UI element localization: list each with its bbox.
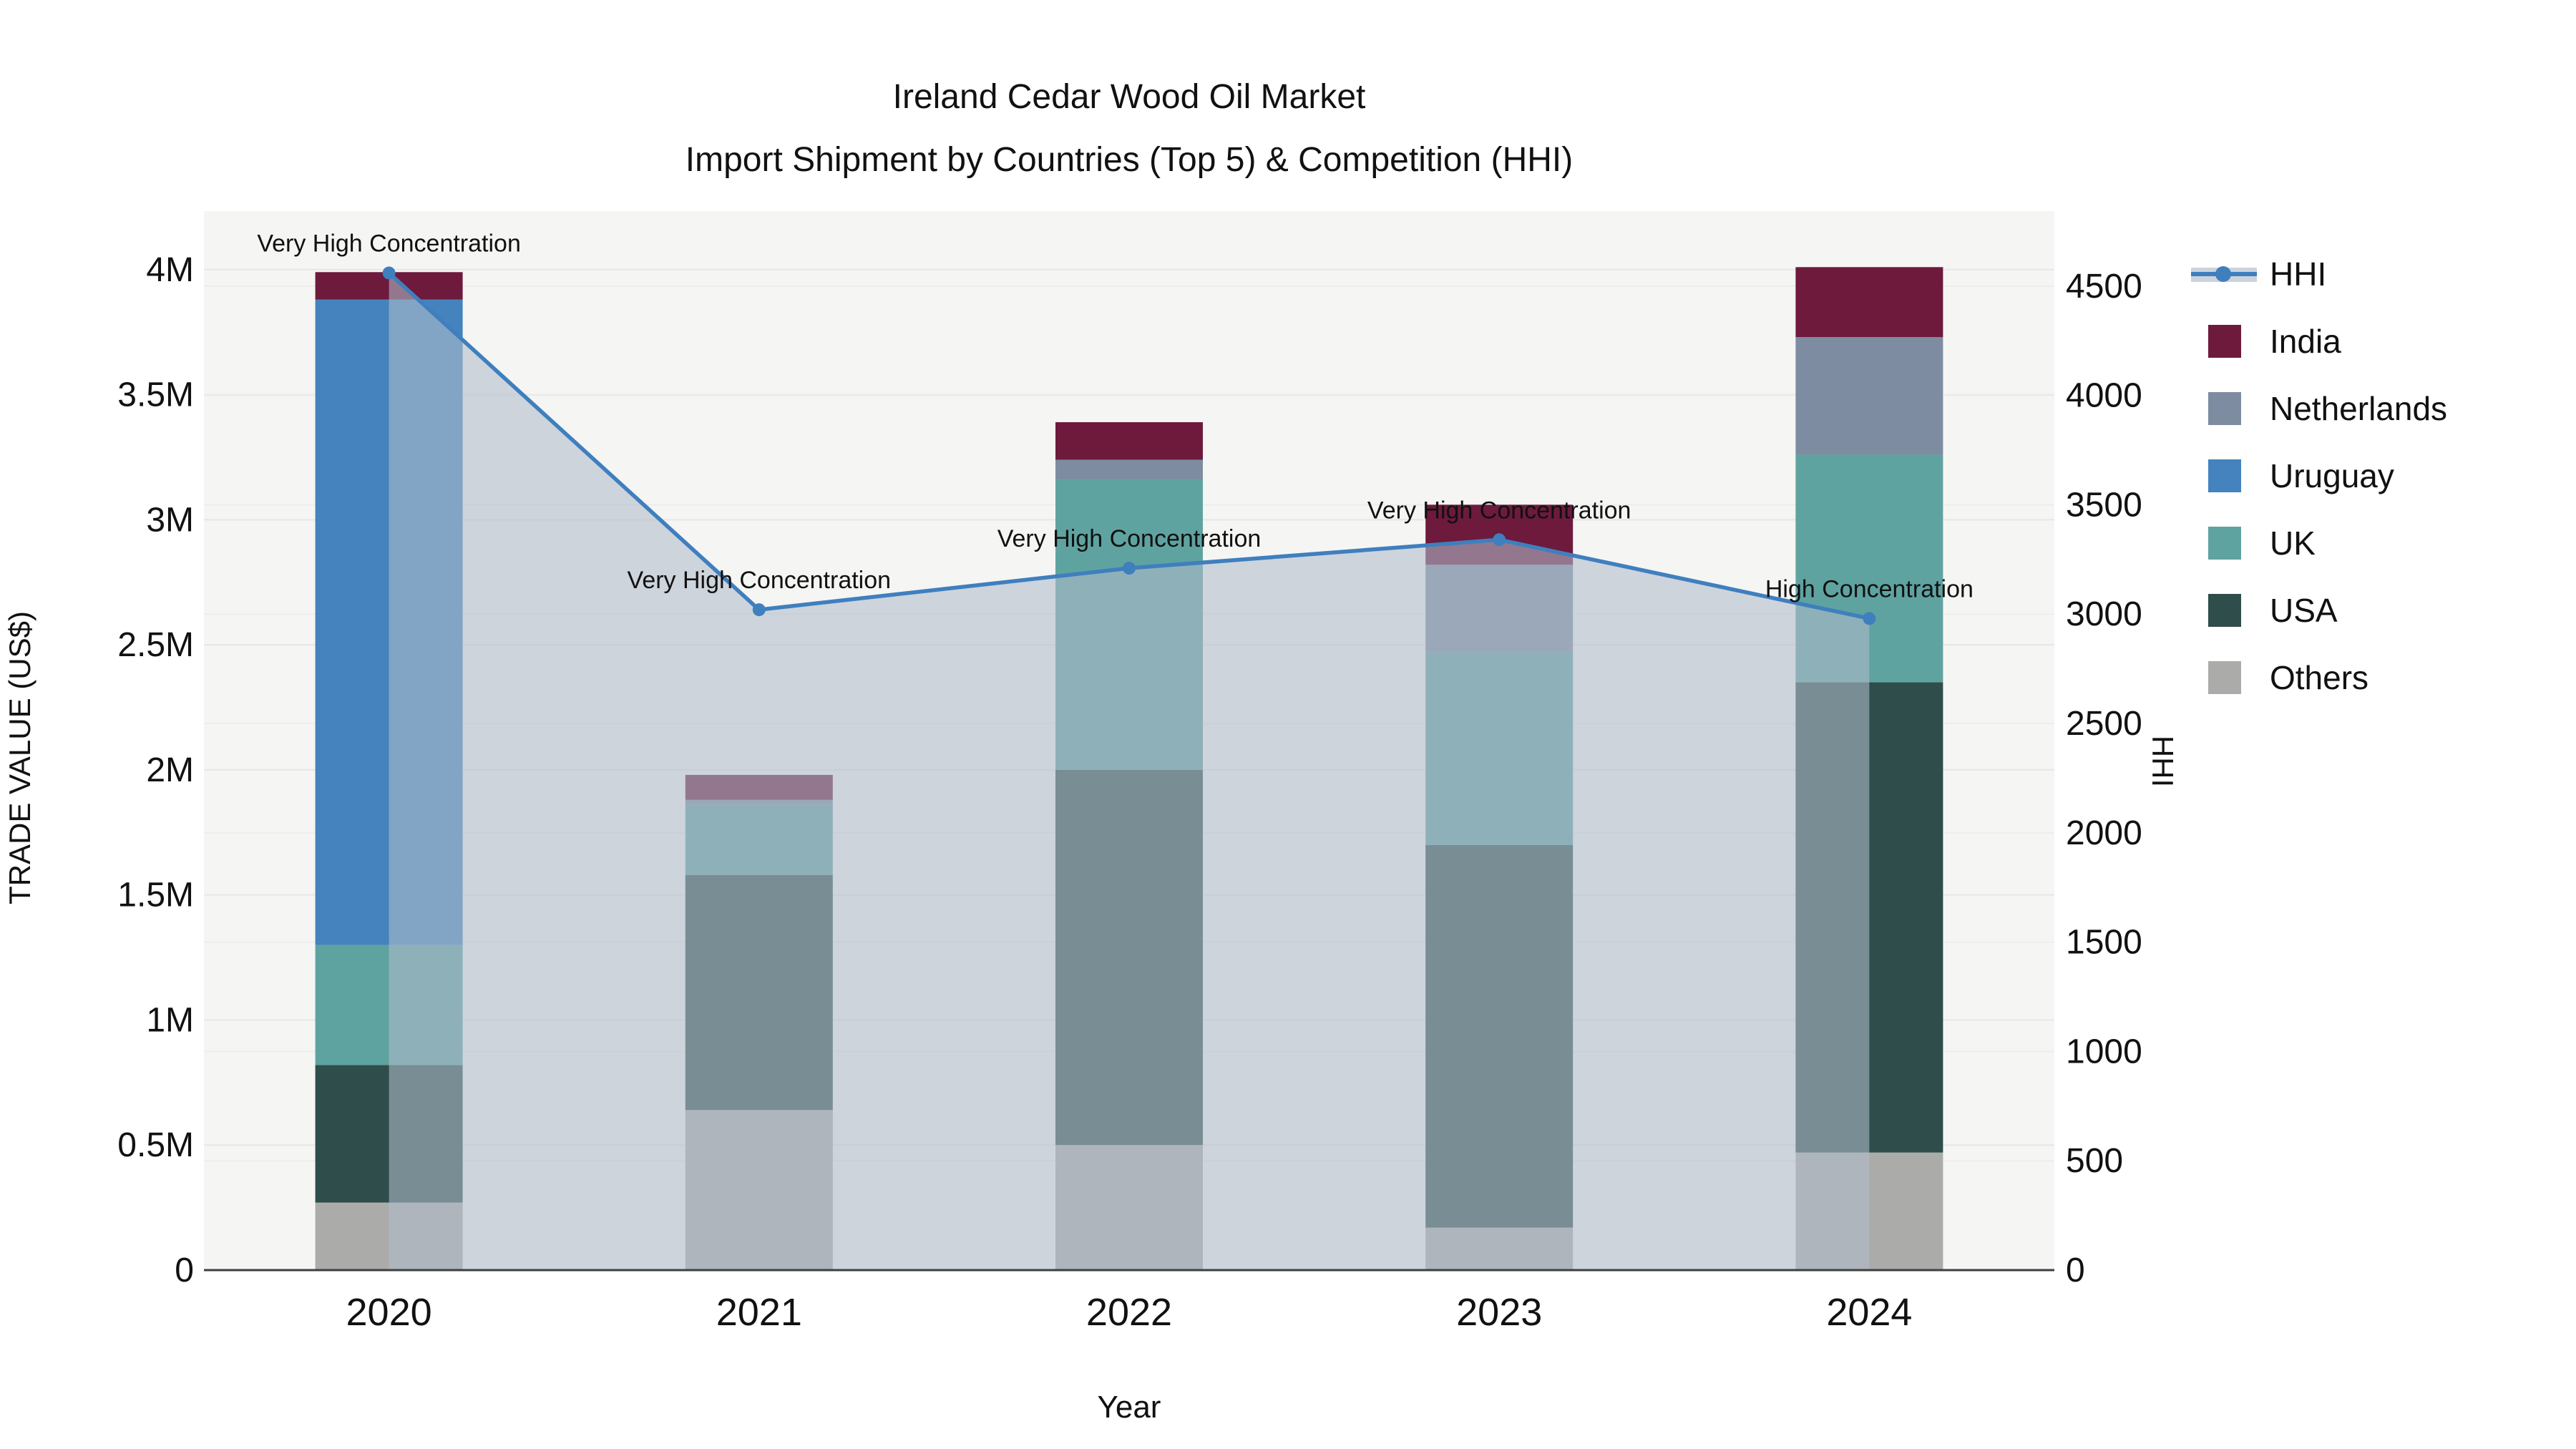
y-left-tick-3.5M: 3.5M <box>117 376 194 414</box>
annotation-2021: Very High Concentration <box>628 567 892 594</box>
annotation-2020: Very High Concentration <box>257 230 521 257</box>
legend-item-usa[interactable]: USA <box>2208 577 2447 644</box>
legend-swatch-netherlands <box>2208 392 2241 425</box>
y-left-tick-1.5M: 1.5M <box>117 877 194 914</box>
y-left-tick-4M: 4M <box>146 251 194 289</box>
annotation-2024: High Concentration <box>1765 575 1974 602</box>
annotation-2023: Very High Concentration <box>1367 497 1631 524</box>
legend-label-usa: USA <box>2270 592 2338 629</box>
legend-label-hhi: HHI <box>2270 255 2327 293</box>
y-right-tick-3000: 3000 <box>2066 595 2142 633</box>
legend-swatch-usa <box>2208 594 2241 627</box>
y-axis-left-title: TRADE VALUE (US$) <box>3 611 36 904</box>
legend-label-uk: UK <box>2270 525 2316 562</box>
chart-title: Ireland Cedar Wood Oil Market <box>892 78 1366 116</box>
x-tick-2021[interactable]: 2021 <box>716 1291 802 1334</box>
legend-swatch-others <box>2208 661 2241 694</box>
legend-swatch-india <box>2208 325 2241 358</box>
hhi-marker-2023 <box>1493 533 1506 547</box>
y-right-tick-2500: 2500 <box>2066 705 2142 743</box>
legend-label-netherlands: Netherlands <box>2270 390 2448 427</box>
y-right-tick-1500: 1500 <box>2066 924 2142 962</box>
y-left-tick-0.5M: 0.5M <box>117 1126 194 1164</box>
y-axis-right-title: HHI <box>2146 735 2180 788</box>
y-right-tick-4000: 4000 <box>2066 377 2142 415</box>
x-tick-2023[interactable]: 2023 <box>1456 1291 1542 1334</box>
x-axis-title: Year <box>1097 1390 1161 1425</box>
y-right-tick-4500: 4500 <box>2066 268 2142 306</box>
y-right-tick-3500: 3500 <box>2066 486 2142 524</box>
y-left-tick-2.5M: 2.5M <box>117 626 194 664</box>
chart-subtitle: Import Shipment by Countries (Top 5) & C… <box>685 141 1574 179</box>
hhi-area-fill <box>389 273 1870 1270</box>
legend-label-uruguay: Uruguay <box>2270 457 2394 494</box>
annotation-2022: Very High Concentration <box>997 525 1262 552</box>
legend-item-india[interactable]: India <box>2208 308 2447 375</box>
legend-item-hhi[interactable]: HHI <box>2191 240 2447 308</box>
bar-segment-netherlands-2024 <box>1795 337 1943 455</box>
x-tick-2020[interactable]: 2020 <box>346 1291 432 1334</box>
legend-item-others[interactable]: Others <box>2208 644 2447 711</box>
legend-item-uk[interactable]: UK <box>2208 509 2447 577</box>
y-right-tick-0: 0 <box>2066 1252 2085 1289</box>
bar-segment-india-2024 <box>1795 267 1943 338</box>
legend-swatch-uk <box>2208 527 2241 560</box>
bar-segment-india-2022 <box>1055 422 1203 460</box>
y-left-tick-2M: 2M <box>146 751 194 789</box>
legend-item-netherlands[interactable]: Netherlands <box>2208 375 2447 442</box>
legend-item-uruguay[interactable]: Uruguay <box>2208 442 2447 509</box>
bar-segment-netherlands-2022 <box>1055 459 1203 480</box>
hhi-marker-2024 <box>1863 612 1876 625</box>
hhi-marker-2022 <box>1123 562 1136 575</box>
x-tick-2022[interactable]: 2022 <box>1086 1291 1172 1334</box>
y-right-tick-2000: 2000 <box>2066 814 2142 852</box>
hhi-line-sample-icon <box>2191 258 2257 291</box>
legend-label-india: India <box>2270 323 2341 360</box>
legend-label-others: Others <box>2270 659 2369 696</box>
hhi-marker-2020 <box>382 266 396 280</box>
legend: HHI India Netherlands Uruguay UK USA Others <box>2191 240 2447 711</box>
legend-swatch-uruguay <box>2208 459 2241 492</box>
y-left-tick-1M: 1M <box>146 1001 194 1039</box>
y-left-tick-3M: 3M <box>146 501 194 539</box>
y-right-tick-1000: 1000 <box>2066 1033 2142 1070</box>
y-left-tick-0: 0 <box>175 1252 194 1289</box>
x-tick-2024[interactable]: 2024 <box>1826 1291 1912 1334</box>
hhi-marker-2021 <box>752 603 766 617</box>
y-right-tick-500: 500 <box>2066 1142 2123 1180</box>
